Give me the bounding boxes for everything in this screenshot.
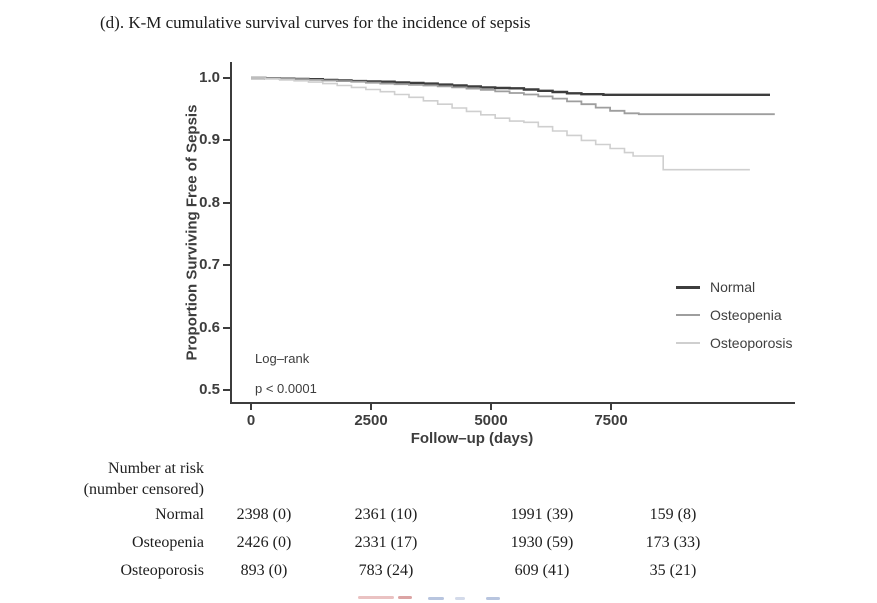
y-tick-label: 0.7 [199, 256, 220, 273]
risk-value: 893 (0) [240, 562, 288, 579]
logrank-annotation: Log–rank [255, 351, 310, 366]
legend-item-osteoporosis: Osteoporosis [676, 334, 792, 352]
x-tick-label: 2500 [354, 412, 388, 429]
legend-item-normal: Normal [676, 278, 755, 296]
y-tickmark [223, 77, 230, 79]
risk-value: 1930 (59) [510, 534, 574, 551]
x-axis-line [230, 402, 795, 404]
risk-value: 1991 (39) [510, 506, 574, 523]
risk-value: 609 (41) [514, 562, 570, 579]
pvalue-annotation: p < 0.0001 [255, 381, 317, 396]
y-tick-label: 0.6 [199, 319, 220, 336]
risk-row-label: Osteoporosis [120, 562, 204, 579]
legend-label: Osteoporosis [710, 335, 793, 351]
y-tick-label: 1.0 [199, 69, 220, 86]
osteopenia-line-swatch-icon [676, 314, 700, 316]
risk-value: 2361 (10) [354, 506, 418, 523]
x-tickmark [370, 404, 372, 410]
y-tickmark [223, 389, 230, 391]
risk-value: 2426 (0) [236, 534, 292, 551]
x-tickmark [490, 404, 492, 410]
x-tick-label: 7500 [594, 412, 628, 429]
normal-line-swatch-icon [676, 285, 700, 289]
risk-value: 2398 (0) [236, 506, 292, 523]
km-curve-osteopenia [251, 77, 775, 116]
figure-title: (d). K-M cumulative survival curves for … [100, 13, 531, 32]
x-tick-label: 5000 [474, 412, 508, 429]
y-tickmark [223, 139, 230, 141]
x-tickmark [610, 404, 612, 410]
y-tickmark [223, 327, 230, 329]
y-tick-label: 0.8 [199, 194, 220, 211]
osteoporosis-line-swatch-icon [676, 342, 700, 344]
risk-value: 783 (24) [358, 562, 414, 579]
legend-item-osteopenia: Osteopenia [676, 306, 782, 324]
risk-value: 2331 (17) [354, 534, 418, 551]
legend-label: Normal [710, 279, 756, 295]
risk-table-header-line1: Number at risk [108, 460, 204, 477]
x-axis-title: Follow–up (days) [410, 430, 534, 447]
risk-value: 35 (21) [649, 562, 697, 579]
y-tickmark [223, 264, 230, 266]
y-tick-label: 0.5 [199, 381, 220, 398]
risk-value: 159 (8) [649, 506, 697, 523]
risk-row-label: Osteopenia [132, 534, 204, 551]
risk-value: 173 (33) [645, 534, 701, 551]
risk-row-label: Normal [155, 506, 204, 523]
x-tick-label: 0 [246, 412, 256, 429]
km-curve-osteoporosis [251, 77, 750, 171]
legend-label: Osteopenia [710, 307, 782, 323]
y-axis-line [230, 62, 232, 404]
risk-table-header-line2: (number censored) [83, 481, 204, 498]
x-tickmark [250, 404, 252, 410]
y-tickmark [223, 202, 230, 204]
y-tick-label: 0.9 [199, 131, 220, 148]
